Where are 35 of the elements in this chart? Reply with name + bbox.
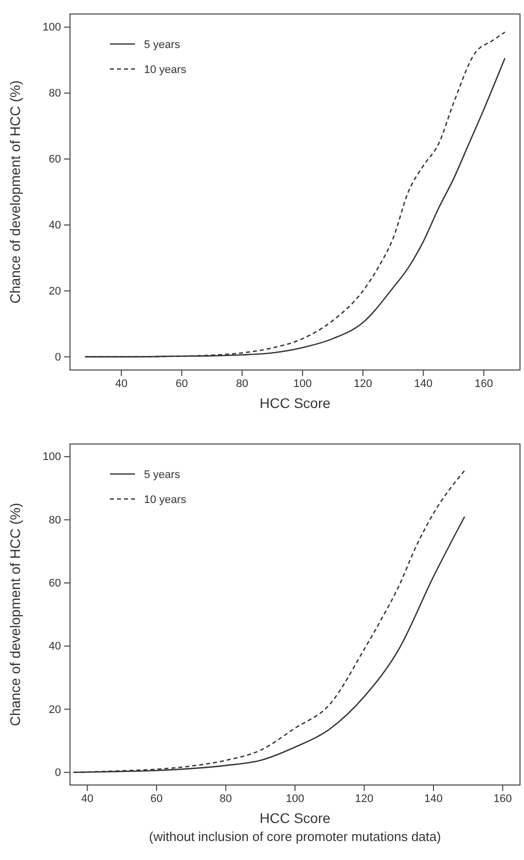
- legend-label: 5 years: [144, 469, 181, 481]
- x-axis-title: HCC Score: [260, 395, 331, 411]
- y-tick-label: 20: [48, 285, 61, 298]
- y-axis-title: Chance of development of HCC (%): [7, 80, 23, 304]
- text: (without inclusion of core promoter mutations data): [149, 829, 441, 844]
- x-tick-label: 100: [286, 792, 304, 805]
- y-tick-label: 60: [48, 577, 61, 590]
- y-tick-label: 80: [48, 514, 61, 526]
- y-tick-label: 0: [54, 351, 61, 364]
- x-tick-label: 140: [424, 792, 443, 805]
- x-tick-label: 40: [115, 378, 128, 390]
- y-tick-label: 40: [48, 219, 61, 232]
- x-tick-label: 80: [236, 378, 248, 390]
- legend-label: 5 years: [144, 39, 181, 51]
- x-tick-label: 80: [220, 792, 232, 805]
- legend-label: 10 years: [144, 494, 187, 506]
- y-tick-label: 0: [54, 766, 61, 779]
- y-tick-label: 100: [42, 451, 61, 464]
- x-tick-label: 100: [293, 378, 312, 390]
- y-tick-label: 100: [42, 22, 61, 34]
- x-tick-label: 160: [494, 792, 512, 805]
- x-tick-label: 160: [474, 378, 493, 390]
- y-tick-label: 20: [48, 704, 61, 716]
- y-axis-title: Chance of development of HCC (%): [7, 502, 23, 726]
- x-tick-label: 120: [355, 792, 374, 805]
- y-tick-label: 80: [48, 88, 61, 100]
- x-tick-label: 60: [176, 378, 188, 390]
- y-tick-label: 60: [48, 154, 61, 166]
- x-tick-label: 140: [414, 378, 433, 390]
- x-tick-label: 60: [150, 792, 163, 805]
- x-tick-label: 120: [354, 378, 372, 390]
- x-axis-title: HCC Score: [260, 810, 331, 826]
- legend-label: 10 years: [144, 64, 187, 76]
- x-tick-label: 40: [81, 792, 94, 805]
- y-tick-label: 40: [48, 640, 61, 653]
